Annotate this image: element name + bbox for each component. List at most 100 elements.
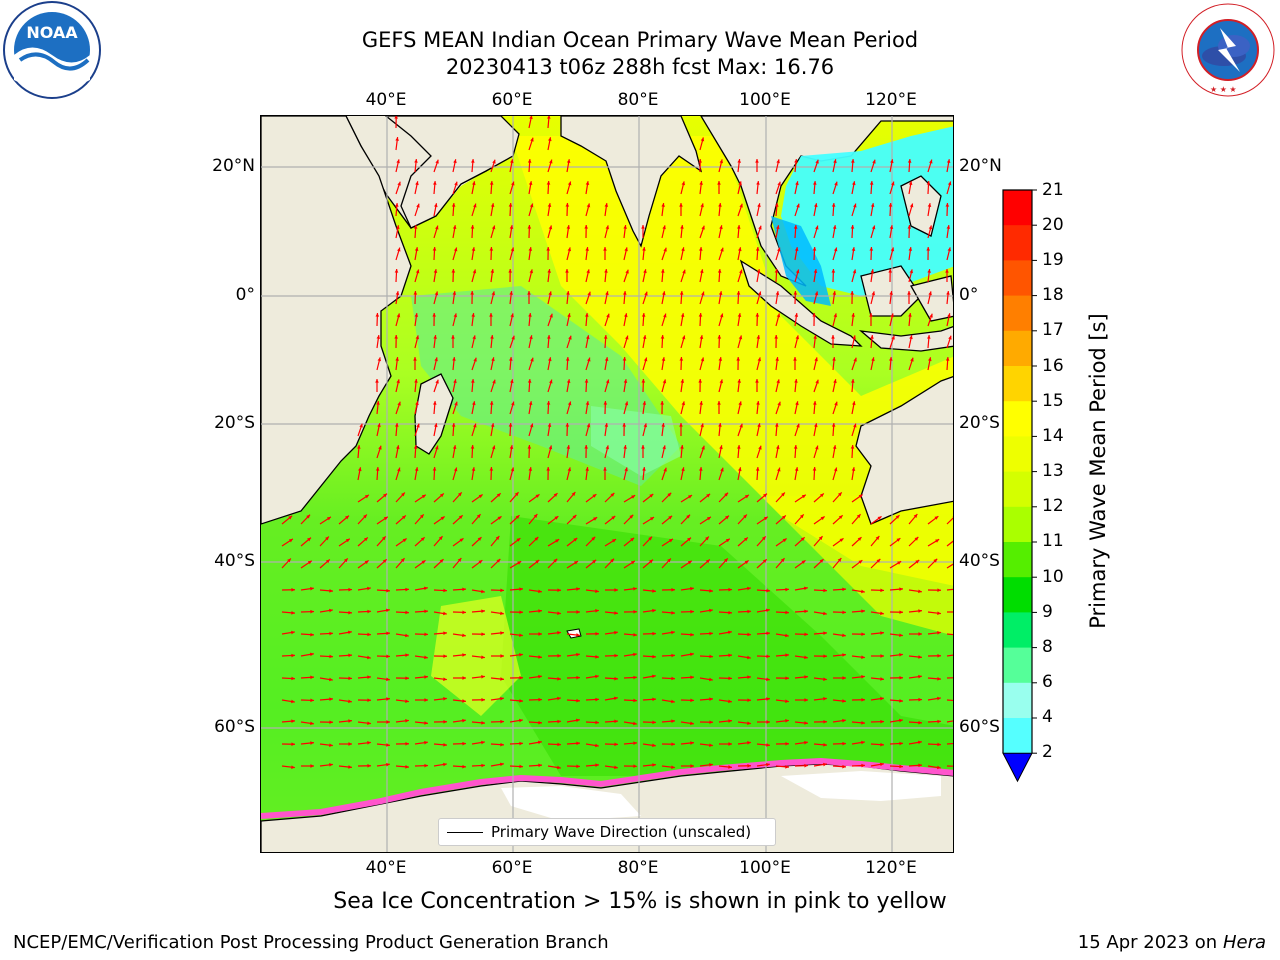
wave-direction-arrowhead xyxy=(386,588,390,593)
colorbar-segment xyxy=(1003,542,1032,578)
wave-direction-arrowhead xyxy=(567,181,572,186)
wave-direction-arrowhead xyxy=(396,225,400,230)
wave-direction-arrowhead xyxy=(454,181,458,186)
wave-direction-arrowhead xyxy=(679,291,684,295)
wave-direction-arrowhead xyxy=(363,514,367,519)
wave-direction-arrowhead xyxy=(700,269,704,274)
wave-direction-arrowhead xyxy=(528,313,532,317)
wave-direction-arrowhead xyxy=(776,445,780,450)
wave-direction-arrowhead xyxy=(720,467,724,472)
wave-direction-arrowhead xyxy=(572,514,577,519)
wave-direction-arrowhead xyxy=(433,401,437,405)
wave-direction-arrowhead xyxy=(584,379,589,383)
wave-direction-arrowhead xyxy=(490,269,495,273)
wave-direction-arrowhead xyxy=(548,291,552,296)
wave-direction-arrowhead xyxy=(291,676,295,681)
sea-ice-note: Sea Ice Concentration > 15% is shown in … xyxy=(333,889,947,914)
wave-direction-arrowhead xyxy=(850,225,855,229)
wave-direction-arrowhead xyxy=(926,247,930,251)
wave-direction-arrowhead xyxy=(604,269,608,273)
wave-direction-arrowhead xyxy=(405,719,409,723)
wave-direction-arrowhead xyxy=(837,492,842,497)
wave-direction-arrowhead xyxy=(557,765,561,770)
wave-direction-arrowhead xyxy=(549,159,553,164)
wave-direction-arrowhead xyxy=(566,445,571,449)
wave-direction-arrowhead xyxy=(785,653,789,657)
wave-direction-arrowhead xyxy=(424,740,428,745)
wave-direction-arrowhead xyxy=(869,181,874,185)
wave-direction-arrowhead xyxy=(623,225,627,229)
wave-direction-arrowhead xyxy=(546,401,551,405)
wave-direction-arrowhead xyxy=(605,445,610,450)
wave-direction-arrowhead xyxy=(375,467,380,471)
wave-direction-arrowhead xyxy=(348,742,352,746)
wave-direction-arrowhead xyxy=(424,609,428,614)
wave-direction-arrowhead xyxy=(566,159,571,164)
wave-direction-arrowhead xyxy=(706,516,711,521)
wave-direction-arrowhead xyxy=(307,560,312,565)
wave-direction-arrowhead xyxy=(547,203,552,207)
wave-direction-arrowhead xyxy=(781,515,786,520)
wave-direction-arrowhead xyxy=(719,159,724,164)
wave-direction-arrowhead xyxy=(538,632,542,636)
colorbar-segment xyxy=(1003,682,1032,719)
wave-direction-arrowhead xyxy=(630,537,635,542)
wave-direction-arrowhead xyxy=(869,247,874,251)
wave-direction-arrowhead xyxy=(755,247,760,251)
wave-direction-arrowhead xyxy=(595,720,599,725)
wave-direction-arrowhead xyxy=(680,225,684,229)
wave-direction-arrowhead xyxy=(481,698,485,702)
wave-direction-arrowhead xyxy=(421,494,426,499)
wave-direction-arrowhead xyxy=(423,586,428,591)
wave-direction-arrowhead xyxy=(367,586,371,591)
wave-direction-arrowhead xyxy=(699,335,704,339)
wave-direction-arrowhead xyxy=(705,559,710,564)
wave-direction-arrowhead xyxy=(814,357,818,362)
wave-direction-arrowhead xyxy=(585,181,590,185)
wave-direction-arrowhead xyxy=(804,655,808,660)
wave-direction-arrowhead xyxy=(842,676,846,680)
wave-direction-arrowhead xyxy=(918,632,922,636)
wave-direction-arrowhead xyxy=(690,741,694,745)
lon-label-top-100e: 100°E xyxy=(739,90,791,110)
wave-direction-arrowhead xyxy=(782,538,787,543)
wave-direction-arrowhead xyxy=(472,181,476,186)
wave-direction-arrowhead xyxy=(833,379,837,384)
wave-direction-arrowhead xyxy=(535,559,540,564)
wave-direction-arrowhead xyxy=(757,203,761,208)
wave-direction-arrowhead xyxy=(856,514,861,519)
wave-direction-arrowhead xyxy=(699,401,703,405)
plot-title-line2: 20230413 t06z 288h fcst Max: 16.76 xyxy=(445,55,835,79)
wave-direction-arrowhead xyxy=(747,675,751,679)
wave-direction-arrowhead xyxy=(801,494,806,499)
wave-direction-arrowhead xyxy=(699,467,703,471)
wave-direction-arrowhead xyxy=(861,609,865,613)
gridlines xyxy=(261,116,953,852)
wave-direction-arrowhead xyxy=(858,494,863,499)
wave-direction-arrowhead xyxy=(671,611,675,615)
wave-direction-arrowhead xyxy=(889,357,893,361)
wave-direction-arrowhead xyxy=(472,269,477,274)
wave-direction-arrowhead xyxy=(401,492,405,497)
wave-direction-arrowhead xyxy=(415,401,419,406)
wave-direction-arrowhead xyxy=(907,159,912,163)
wave-direction-arrowhead xyxy=(547,423,552,427)
colorbar-segment xyxy=(1003,190,1032,226)
wave-direction-arrowhead xyxy=(737,379,741,383)
wave-direction-arrowhead xyxy=(680,313,685,318)
wave-direction-arrowhead xyxy=(367,632,371,637)
wave-direction-arrowhead xyxy=(476,514,481,519)
wave-direction-arrowhead xyxy=(785,633,789,638)
wave-direction-arrowhead xyxy=(557,696,561,701)
wave-direction-arrowhead xyxy=(462,653,466,657)
wave-direction-arrowhead xyxy=(915,559,920,564)
wave-direction-arrowhead xyxy=(679,203,683,207)
wave-direction-arrowhead xyxy=(457,492,462,497)
wave-direction-arrowhead xyxy=(888,269,892,273)
wave-direction-arrowhead xyxy=(937,742,941,747)
wave-direction-arrowhead xyxy=(443,588,447,593)
wave-direction-arrowhead xyxy=(434,203,438,208)
wave-direction-arrowhead xyxy=(395,423,399,427)
wave-direction-arrowhead xyxy=(310,675,314,680)
wave-direction-arrowhead xyxy=(709,697,713,701)
